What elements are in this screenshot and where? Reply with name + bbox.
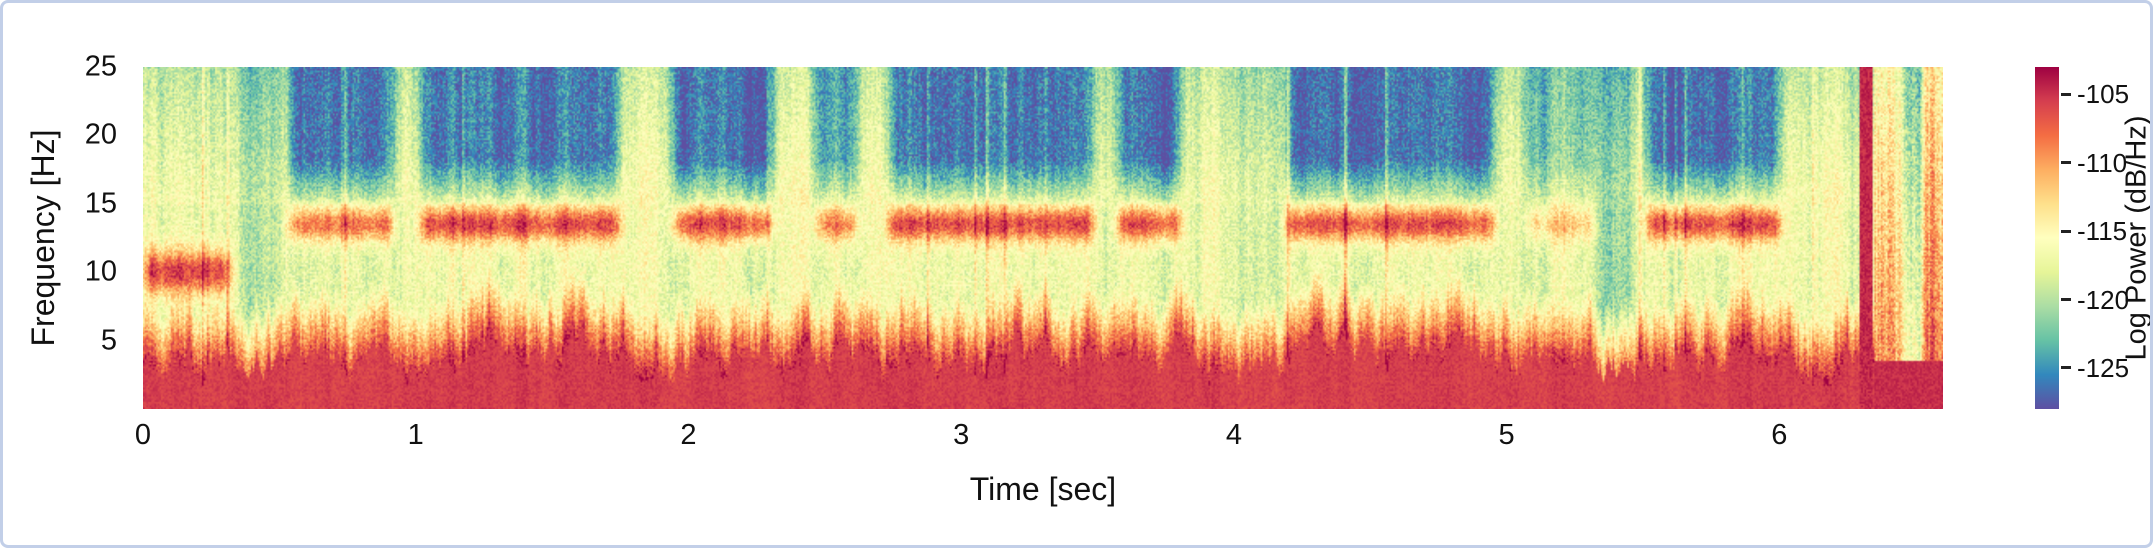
colorbar-tick-label: -115 <box>2077 216 2128 247</box>
colorbar-gradient <box>2035 67 2059 409</box>
y-tick-label: 25 <box>84 50 117 83</box>
x-axis-ticks: 0 1 2 3 4 5 6 <box>135 419 1943 457</box>
x-tick-label: 5 <box>1498 419 1515 451</box>
y-axis-ticks: 25 20 15 10 5 <box>3 52 129 409</box>
x-tick-label: 3 <box>953 419 970 451</box>
y-tick-label: 15 <box>84 187 117 220</box>
colorbar-tick-mark <box>2061 229 2071 233</box>
x-tick-label: 4 <box>1225 419 1242 451</box>
colorbar-ticks: -105 -110 -115 -120 -125 <box>2035 67 2150 409</box>
colorbar-tick-mark <box>2061 298 2071 302</box>
colorbar-tick-mark <box>2061 92 2071 96</box>
y-tick-label: 5 <box>100 324 117 357</box>
colorbar-tick: -105 <box>2061 81 2129 107</box>
colorbar-tick-label: -125 <box>2077 352 2130 383</box>
y-tick-label: 20 <box>84 118 117 151</box>
colorbar-tick-label: -110 <box>2077 147 2128 178</box>
colorbar-tick-label: -120 <box>2077 284 2130 315</box>
plot-area <box>143 67 1943 409</box>
spectrogram-heatmap <box>143 67 1943 409</box>
x-tick-label: 0 <box>134 419 152 451</box>
colorbar-tick-mark <box>2061 366 2071 370</box>
colorbar-tick: -125 <box>2061 355 2129 381</box>
y-tick-label: 10 <box>84 255 117 288</box>
colorbar-tick: -120 <box>2061 287 2129 313</box>
x-tick-label: 6 <box>1771 419 1788 451</box>
x-tick-label: 1 <box>407 419 424 451</box>
colorbar-label: Log Power (dB/Hz) <box>2120 115 2153 361</box>
x-axis-label: Time [sec] <box>969 471 1117 507</box>
colorbar-tick: -115 <box>2061 218 2127 244</box>
x-tick-label: 2 <box>680 419 697 451</box>
colorbar-tick-mark <box>2061 161 2071 165</box>
colorbar-tick-label: -105 <box>2077 79 2130 110</box>
colorbar-tick: -110 <box>2061 150 2127 176</box>
